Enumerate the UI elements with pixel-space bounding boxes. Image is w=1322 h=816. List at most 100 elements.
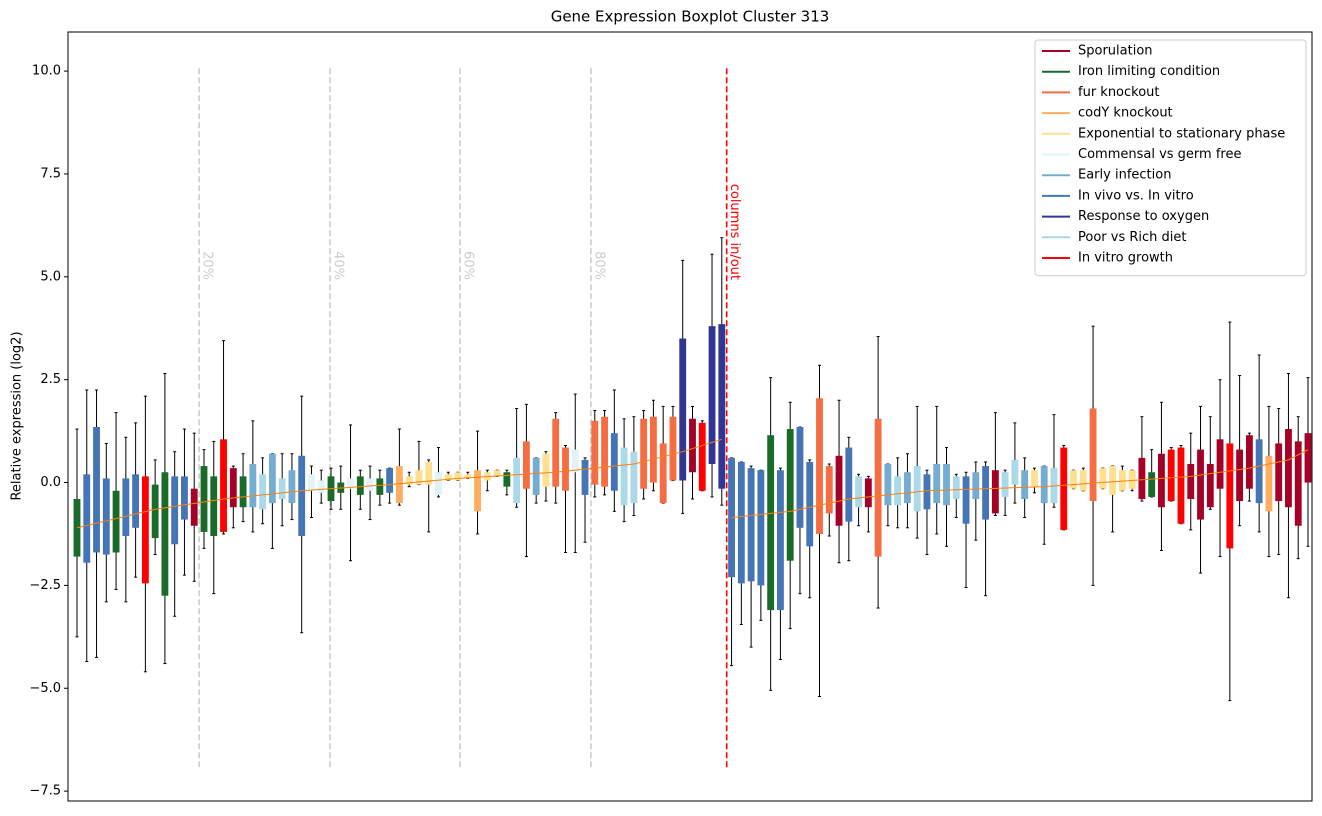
box <box>356 476 364 495</box>
box <box>904 472 911 504</box>
reference-label: 60% <box>460 251 475 280</box>
box <box>679 338 687 481</box>
box <box>249 464 257 508</box>
box <box>591 420 599 485</box>
box <box>991 470 999 514</box>
box <box>395 466 403 504</box>
box <box>161 472 169 596</box>
box <box>83 474 91 563</box>
box <box>1265 455 1273 512</box>
box <box>1187 464 1195 499</box>
box <box>474 470 481 512</box>
box <box>1167 449 1175 502</box>
box <box>288 470 296 504</box>
box <box>1011 459 1019 485</box>
box <box>1255 439 1263 504</box>
box <box>620 447 628 506</box>
box <box>1206 464 1214 508</box>
box <box>757 470 765 586</box>
box <box>1001 472 1009 497</box>
legend-label: codY knockout <box>1078 106 1173 121</box>
box <box>229 468 237 508</box>
legend-label: In vitro growth <box>1078 251 1173 266</box>
box <box>112 490 120 553</box>
box <box>806 461 814 547</box>
trend-line <box>731 449 1309 519</box>
box <box>278 478 286 499</box>
box <box>816 398 823 534</box>
y-tick-label: 2.5 <box>40 372 61 387</box>
box <box>982 466 990 520</box>
box <box>562 447 569 491</box>
box <box>542 453 550 487</box>
box <box>298 455 306 537</box>
box <box>972 472 980 499</box>
box <box>102 478 110 555</box>
box <box>1304 433 1312 483</box>
box <box>874 418 882 557</box>
box <box>601 416 608 487</box>
box <box>522 441 530 489</box>
box <box>777 470 784 611</box>
legend-label: Exponential to stationary phase <box>1078 126 1285 141</box>
box <box>239 476 247 508</box>
box <box>1040 466 1048 504</box>
box <box>532 457 540 495</box>
box <box>210 476 218 537</box>
box <box>962 476 970 524</box>
box <box>366 478 374 491</box>
box <box>1177 447 1185 524</box>
box <box>513 457 521 504</box>
reference-label: 20% <box>200 251 215 280</box>
box <box>1158 453 1165 508</box>
box <box>786 429 794 561</box>
legend-frame <box>1034 39 1307 277</box>
box <box>1197 449 1204 520</box>
box <box>1118 470 1126 491</box>
box <box>122 478 130 537</box>
box <box>425 461 433 485</box>
box <box>132 474 140 528</box>
box <box>1128 470 1136 489</box>
chart-title: Gene Expression Boxplot Cluster 313 <box>551 8 830 26</box>
box <box>444 474 452 481</box>
box <box>718 324 726 489</box>
box <box>571 449 579 473</box>
box <box>1216 439 1224 489</box>
box <box>405 476 413 485</box>
box <box>1245 435 1253 489</box>
box <box>835 455 843 526</box>
box <box>698 422 706 491</box>
box <box>855 476 862 508</box>
reference-label: 40% <box>331 251 346 280</box>
box <box>708 326 716 465</box>
box <box>1109 466 1117 495</box>
legend-label: Iron limiting condition <box>1078 64 1220 79</box>
box <box>640 418 648 489</box>
legend-label: Early infection <box>1078 168 1171 183</box>
box <box>141 476 149 584</box>
box <box>317 480 325 493</box>
box <box>1148 472 1156 497</box>
box <box>464 474 472 479</box>
box <box>1294 441 1302 526</box>
plot-frame <box>67 31 1313 802</box>
reference-label: columns in/out <box>727 184 742 280</box>
box <box>1226 443 1234 549</box>
box <box>913 466 921 512</box>
legend-label: Poor vs Rich diet <box>1078 230 1186 245</box>
trend-line <box>76 438 722 529</box>
box <box>1079 470 1087 491</box>
box <box>689 418 696 473</box>
box <box>347 478 354 489</box>
y-tick-label: 7.5 <box>40 166 61 181</box>
box <box>415 470 423 485</box>
box <box>93 426 100 553</box>
box <box>1060 447 1068 530</box>
box <box>737 461 745 584</box>
y-tick-label: 10.0 <box>32 64 61 79</box>
box <box>1138 457 1146 499</box>
box <box>952 476 960 499</box>
box <box>669 416 677 481</box>
